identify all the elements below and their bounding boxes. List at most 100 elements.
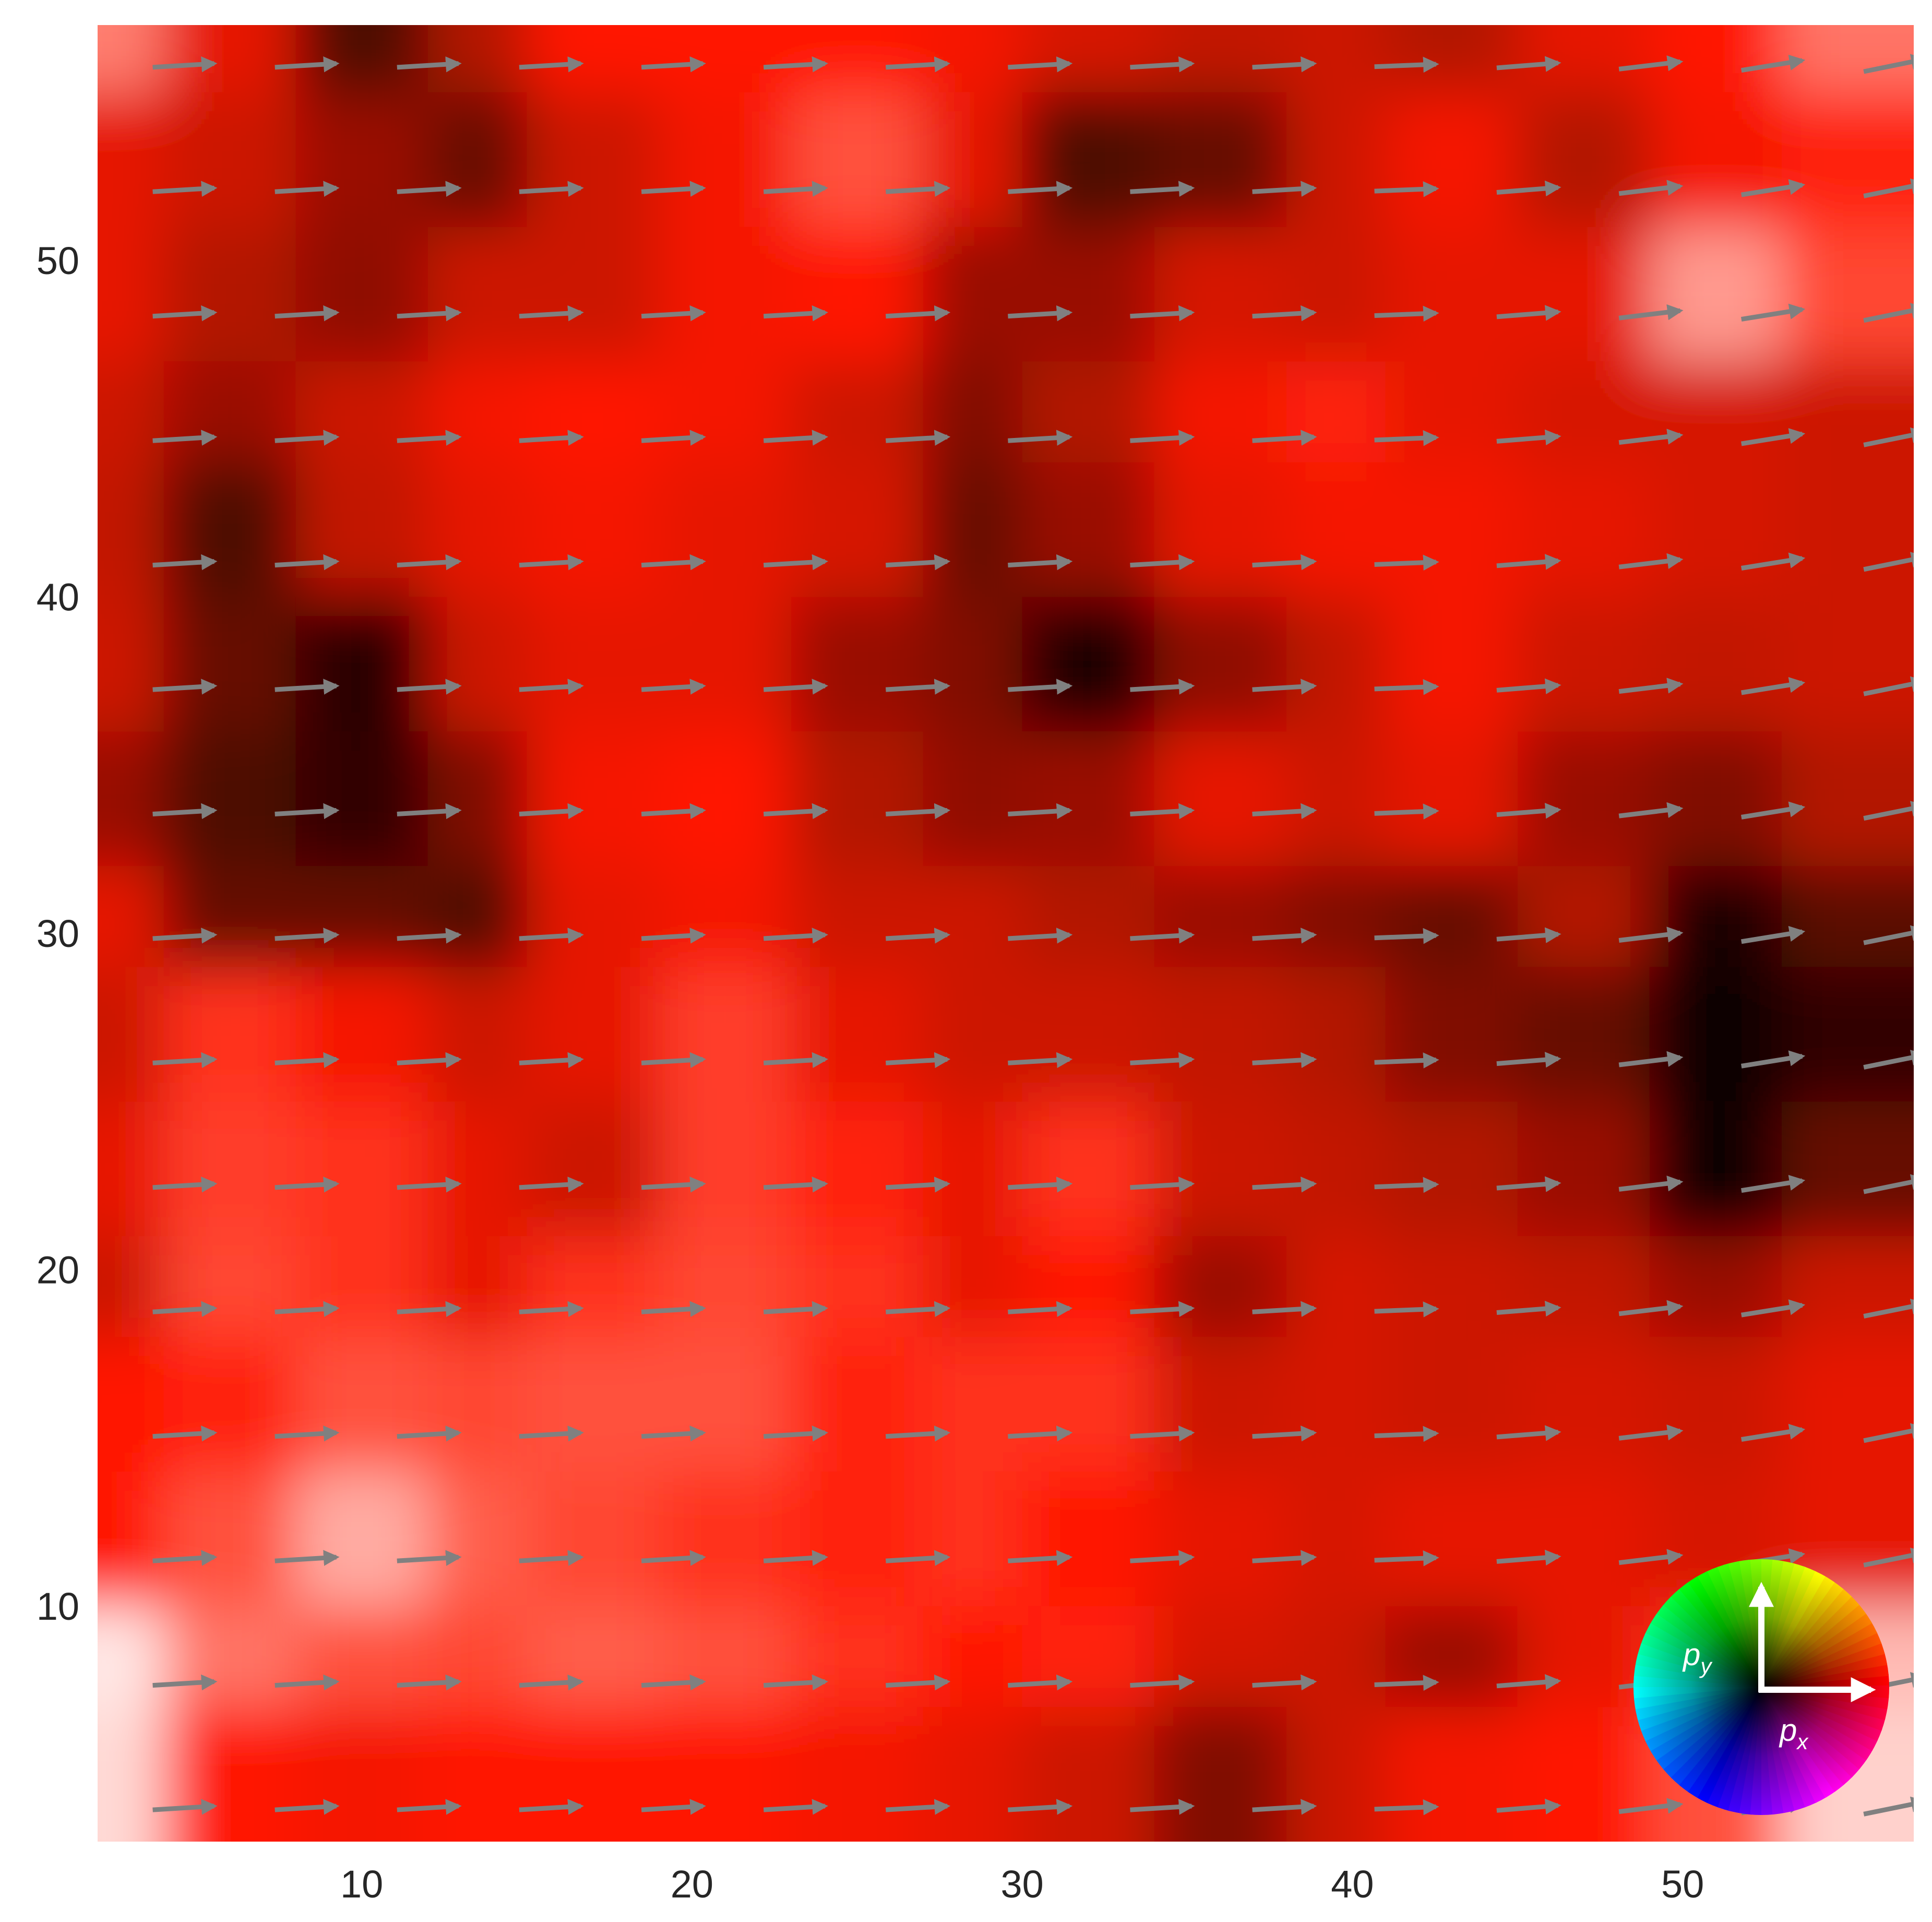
quiver-arrow (1496, 305, 1561, 321)
quiver-arrow (1374, 1799, 1439, 1816)
py-label: py (1682, 1637, 1713, 1678)
quiver-arrow (886, 928, 951, 944)
quiver-arrow (397, 803, 462, 820)
quiver-arrow (641, 1177, 706, 1193)
x-tick-label: 20 (671, 1862, 713, 1906)
quiver-arrow (1740, 1299, 1806, 1318)
quiver-arrow (275, 1799, 340, 1815)
quiver-arrow (886, 1177, 951, 1193)
quiver-arrow (886, 181, 951, 197)
quiver-arrow (1618, 1424, 1684, 1441)
quiver-arrow (1618, 1798, 1684, 1814)
quiver-arrow (152, 1674, 218, 1691)
quiver-arrow (1374, 1550, 1439, 1567)
quiver-arrow (1252, 1177, 1317, 1193)
quiver-arrow (519, 1301, 584, 1317)
x-tick-label: 10 (340, 1862, 383, 1906)
quiver-arrow (1130, 181, 1195, 197)
quiver-arrow (1130, 1550, 1195, 1566)
quiver-arrow (1008, 181, 1073, 197)
quiver-arrow (641, 181, 706, 197)
quiver-arrow (152, 928, 218, 944)
quiver-arrow (641, 1674, 706, 1691)
quiver-arrow (1252, 803, 1317, 820)
quiver-arrow (1252, 1674, 1317, 1691)
quiver-arrow (519, 1799, 584, 1815)
quiver-arrow (397, 305, 462, 322)
quiver-arrow (1863, 54, 1914, 74)
quiver-arrow (1618, 429, 1684, 445)
quiver-arrow (1863, 925, 1914, 945)
quiver-arrow (641, 554, 706, 571)
y-tick-label: 20 (37, 1248, 79, 1291)
quiver-arrow (1496, 1176, 1561, 1192)
quiver-arrow (1130, 305, 1195, 322)
quiver-arrow (152, 1799, 218, 1815)
quiver-arrow (641, 1052, 706, 1069)
quiver-arrow (1008, 1799, 1073, 1815)
quiver-arrow (519, 181, 584, 197)
quiver-arrow (1252, 1799, 1317, 1815)
quiver-arrow (1374, 181, 1439, 197)
quiver-arrow (641, 305, 706, 322)
quiver-arrow (1496, 678, 1561, 695)
quiver-arrow (1374, 305, 1439, 322)
quiver-arrow (1863, 1050, 1914, 1070)
quiver-arrow (397, 1550, 462, 1566)
quiver-arrow (275, 1177, 340, 1193)
quiver-arrow (886, 56, 951, 73)
quiver-arrow (641, 56, 706, 73)
quiver-arrow (1008, 1550, 1073, 1566)
quiver-arrow (1740, 926, 1806, 944)
quiver-arrow (397, 554, 462, 571)
quiver-arrow (1740, 54, 1806, 73)
quiver-arrow (1130, 803, 1195, 820)
quiver-arrow (1740, 677, 1806, 695)
quiver-arrow (1008, 679, 1073, 695)
quiver-arrow (1496, 927, 1561, 943)
quiver-arrow (1496, 429, 1561, 446)
quiver-arrow (1252, 1052, 1317, 1069)
quiver-arrow (641, 928, 706, 944)
quiver-arrow (641, 430, 706, 446)
quiver-arrow (641, 803, 706, 820)
quiver-arrow (763, 305, 829, 322)
quiver-arrow (886, 554, 951, 571)
quiver-arrow (1252, 928, 1317, 944)
quiver-arrow (1008, 305, 1073, 322)
quiver-arrow (1740, 1174, 1806, 1193)
quiver-arrow (1008, 1177, 1073, 1193)
quiver-arrow (519, 56, 584, 73)
quiver-arrow (519, 803, 584, 820)
x-tick-label: 40 (1331, 1862, 1374, 1906)
quiver-arrow (275, 1301, 340, 1317)
quiver-arrow (763, 181, 829, 197)
quiver-arrow (886, 1301, 951, 1317)
quiver-arrow (397, 1425, 462, 1442)
quiver-arrow (519, 1550, 584, 1566)
quiver-arrow (1740, 801, 1806, 820)
quiver-arrow (397, 1799, 462, 1815)
quiver-arrow (1008, 56, 1073, 73)
quiver-arrow (1130, 430, 1195, 446)
quiver-arrow (152, 305, 218, 322)
quiver-arrow (1374, 1675, 1439, 1691)
quiver-arrow (1618, 1549, 1684, 1565)
quiver-arrow (152, 1550, 218, 1566)
quiver-arrow (1496, 56, 1561, 72)
quiver-arrow (275, 803, 340, 820)
quiver-arrow (152, 181, 218, 197)
quiver-arrow (886, 1550, 951, 1566)
y-axis-ticks: 10 20 30 40 50 (37, 239, 79, 1628)
quiver-arrow (1252, 554, 1317, 571)
quiver-arrow (1618, 553, 1684, 570)
quiver-arrow (275, 56, 340, 73)
quiver-arrow (152, 803, 218, 820)
quiver-arrow (1374, 803, 1439, 820)
quiver-arrow (275, 679, 340, 695)
quiver-arrow (1618, 678, 1684, 694)
quiver-arrow (1130, 928, 1195, 944)
quiver-arrow (1374, 1177, 1439, 1193)
quiver-arrow (763, 928, 829, 944)
quiver-arrow (275, 1052, 340, 1069)
